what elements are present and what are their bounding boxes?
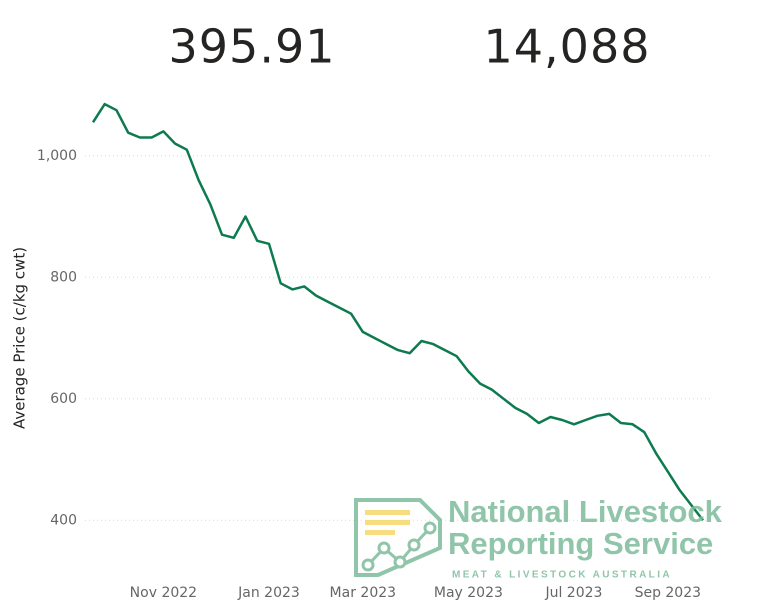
logo-dot [407,538,421,552]
logo-bar [365,520,410,525]
logo-dot [423,521,437,535]
x-tick-label: May 2023 [434,585,503,600]
kpi-value: 14,088 [484,20,651,74]
logo-bar [365,510,410,515]
y-tick-label: 800 [50,269,77,285]
y-tick-label: 400 [50,512,77,528]
logo-dot [393,555,407,569]
watermark-text: National Livestock [448,494,723,529]
x-tick-label: Jan 2023 [237,585,300,600]
x-tick-label: Nov 2022 [130,585,197,600]
price-line [91,102,704,522]
y-tick-label: 600 [50,391,77,407]
logo-dot [361,558,375,572]
logo-frame [354,498,442,577]
logo-bar [365,530,395,535]
kpi-value: 395.91 [169,20,336,74]
y-tick-label: 1,000 [37,148,77,164]
y-axis-title: Average Price (c/kg cwt) [11,247,29,429]
watermark-text: Reporting Service [448,526,713,561]
watermark: National Livestock Reporting Service MEA… [354,494,723,581]
x-tick-label: Mar 2023 [330,585,397,600]
plot: 400 600 800 1,000 Nov 2022 Jan 2023 Mar 2023 Ma… [37,102,712,601]
x-tick-label: Sep 2023 [635,585,701,600]
x-tick-label: Jul 2023 [544,585,602,600]
watermark-text: MEAT & LIVESTOCK AUSTRALIA [452,570,672,581]
logo-dot [377,541,391,555]
